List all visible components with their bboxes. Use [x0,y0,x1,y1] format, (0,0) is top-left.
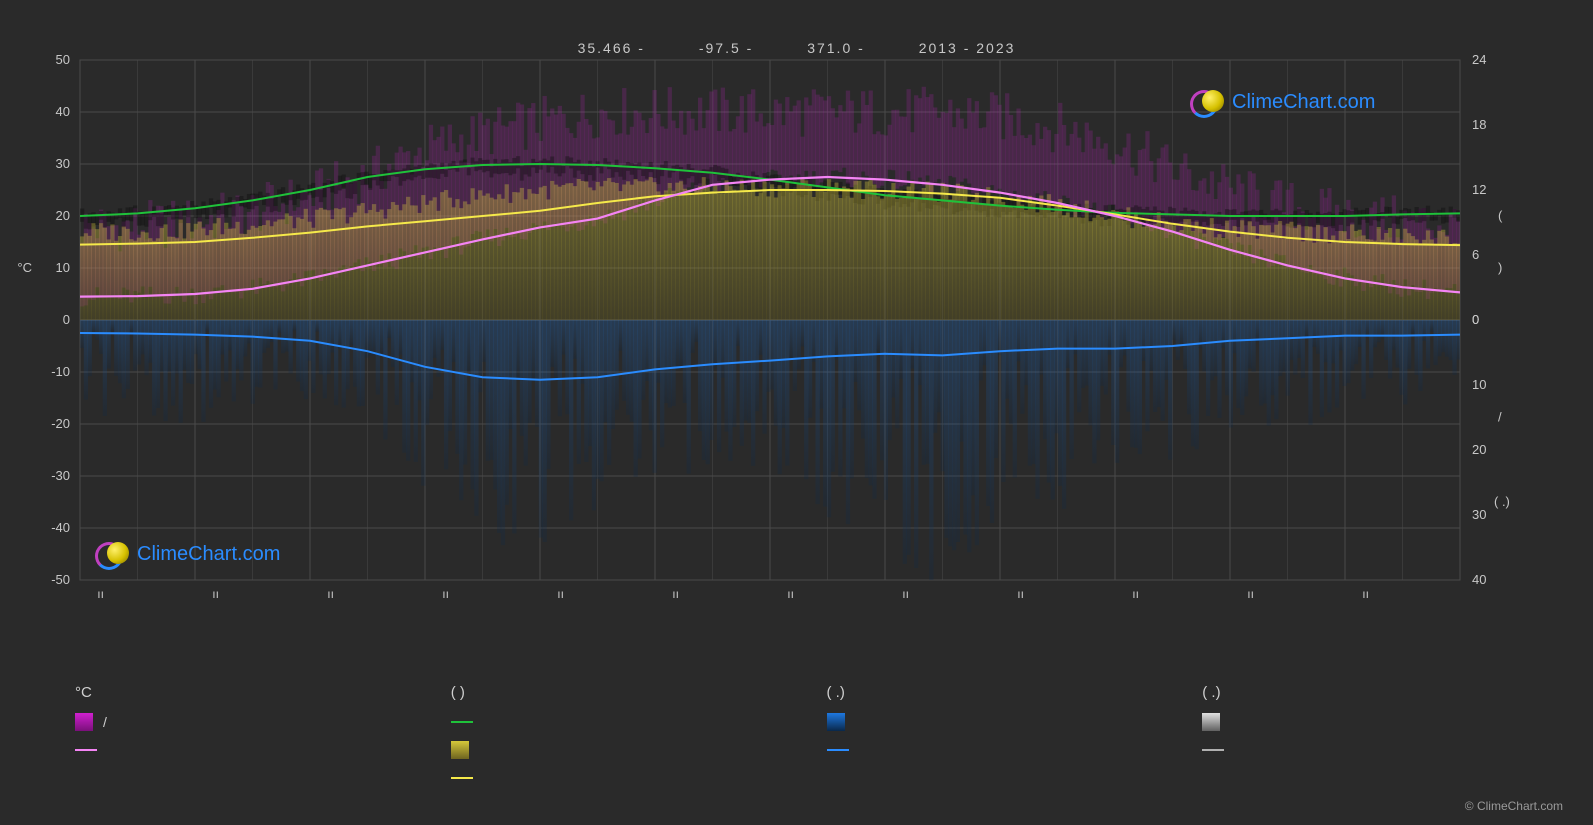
meta-lon: -97.5 - [699,40,753,56]
svg-text:-20: -20 [51,416,70,431]
svg-text:20: 20 [56,208,70,223]
legend-item-gray-line [1202,739,1518,761]
legend-col-snow: ( .) [1202,684,1518,795]
swatch-green-line-icon [451,721,473,723]
meta-years: 2013 - 2023 [919,40,1016,56]
svg-text:10: 10 [56,260,70,275]
legend-item-yellow-box [451,739,767,761]
legend-item-blue-box [827,711,1143,733]
svg-text:ıı: ıı [327,587,334,601]
legend-item-gray-box [1202,711,1518,733]
brand-mark-icon [95,540,129,568]
brand-text: ClimeChart.com [137,543,280,566]
svg-text:(: ( [1498,208,1503,223]
swatch-blue-line-icon [827,749,849,751]
legend-title-sun: ( ) [451,684,767,701]
swatch-pink-line-icon [75,749,97,751]
swatch-yellow-line-icon [451,777,473,779]
svg-text:40: 40 [56,104,70,119]
legend-title-precip: ( .) [827,684,1143,701]
svg-text:-10: -10 [51,364,70,379]
svg-text:18: 18 [1472,117,1486,132]
svg-text:30: 30 [1472,507,1486,522]
svg-text:12: 12 [1472,182,1486,197]
meta-elev: 371.0 - [807,40,865,56]
climate-chart: -50-40-30-20-1001020304050°C06121824()01… [0,0,1593,825]
svg-text:ıı: ıı [1247,587,1254,601]
brand-logo-top: ClimeChart.com [1190,88,1375,116]
legend-item-blue-line [827,739,1143,761]
svg-text:0: 0 [1472,312,1479,327]
svg-text:ıı: ıı [1362,587,1369,601]
svg-text:20: 20 [1472,442,1486,457]
svg-text:ıı: ıı [1132,587,1139,601]
legend-title-temp: °C [75,684,391,701]
svg-text:30: 30 [56,156,70,171]
swatch-gray-line-icon [1202,749,1224,751]
svg-text:-50: -50 [51,572,70,587]
legend: °C / ( ) [75,684,1518,795]
footer-copyright: © ClimeChart.com [1465,799,1563,813]
svg-text:ıı: ıı [902,587,909,601]
svg-text:50: 50 [56,52,70,67]
brand-text: ClimeChart.com [1232,91,1375,114]
legend-item-green-line [451,711,767,733]
legend-item-yellow-line [451,767,767,789]
swatch-yellow-icon [451,741,469,759]
swatch-gray-icon [1202,713,1220,731]
svg-text:ıı: ıı [557,587,564,601]
svg-text:ıı: ıı [787,587,794,601]
legend-label: / [103,714,107,730]
meta-lat: 35.466 - [578,40,645,56]
svg-text:ıı: ıı [97,587,104,601]
svg-text:/: / [1498,410,1502,425]
legend-title-snow: ( .) [1202,684,1518,701]
legend-col-temp: °C / [75,684,391,795]
svg-text:ıı: ıı [1017,587,1024,601]
swatch-blue-icon [827,713,845,731]
svg-text:10: 10 [1472,377,1486,392]
svg-text:-40: -40 [51,520,70,535]
brand-logo-bottom: ClimeChart.com [95,540,280,568]
svg-text:ıı: ıı [672,587,679,601]
svg-text:-30: -30 [51,468,70,483]
svg-text:): ) [1498,260,1502,275]
svg-text:ıı: ıı [442,587,449,601]
svg-text:( .): ( .) [1494,494,1510,509]
brand-mark-icon [1190,88,1224,116]
svg-text:0: 0 [63,312,70,327]
svg-text:40: 40 [1472,572,1486,587]
svg-text:°C: °C [17,260,32,275]
legend-col-precip: ( .) [827,684,1143,795]
svg-text:6: 6 [1472,247,1479,262]
chart-header-meta: 35.466 - -97.5 - 371.0 - 2013 - 2023 [80,40,1513,56]
swatch-magenta-icon [75,713,93,731]
legend-item-magenta-box: / [75,711,391,733]
legend-col-sun: ( ) [451,684,767,795]
svg-text:ıı: ıı [212,587,219,601]
legend-item-pink-line [75,739,391,761]
